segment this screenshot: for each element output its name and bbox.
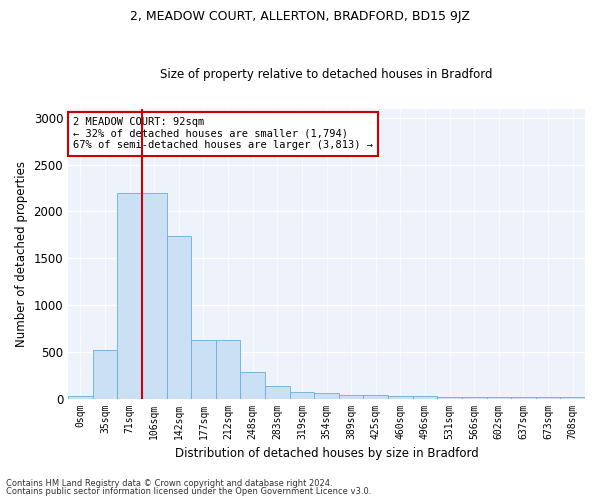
Bar: [437, 397, 462, 398]
Bar: [339, 395, 364, 398]
Text: 2, MEADOW COURT, ALLERTON, BRADFORD, BD15 9JZ: 2, MEADOW COURT, ALLERTON, BRADFORD, BD1…: [130, 10, 470, 23]
Text: Contains public sector information licensed under the Open Government Licence v3: Contains public sector information licen…: [6, 487, 371, 496]
Bar: [290, 392, 314, 398]
Bar: [68, 396, 92, 398]
Bar: [265, 386, 290, 398]
Bar: [216, 340, 241, 398]
Title: Size of property relative to detached houses in Bradford: Size of property relative to detached ho…: [160, 68, 493, 81]
Bar: [142, 193, 167, 398]
Bar: [191, 340, 216, 398]
Bar: [487, 397, 511, 398]
Bar: [388, 396, 413, 398]
Bar: [364, 395, 388, 398]
Bar: [413, 396, 437, 398]
Bar: [117, 193, 142, 398]
Text: Contains HM Land Registry data © Crown copyright and database right 2024.: Contains HM Land Registry data © Crown c…: [6, 478, 332, 488]
Bar: [560, 397, 585, 398]
Bar: [314, 394, 339, 398]
Bar: [536, 397, 560, 398]
Bar: [462, 397, 487, 398]
Bar: [511, 397, 536, 398]
Bar: [167, 236, 191, 398]
Bar: [241, 372, 265, 398]
Y-axis label: Number of detached properties: Number of detached properties: [15, 160, 28, 346]
Text: 2 MEADOW COURT: 92sqm
← 32% of detached houses are smaller (1,794)
67% of semi-d: 2 MEADOW COURT: 92sqm ← 32% of detached …: [73, 118, 373, 150]
X-axis label: Distribution of detached houses by size in Bradford: Distribution of detached houses by size …: [175, 447, 478, 460]
Bar: [92, 350, 117, 399]
